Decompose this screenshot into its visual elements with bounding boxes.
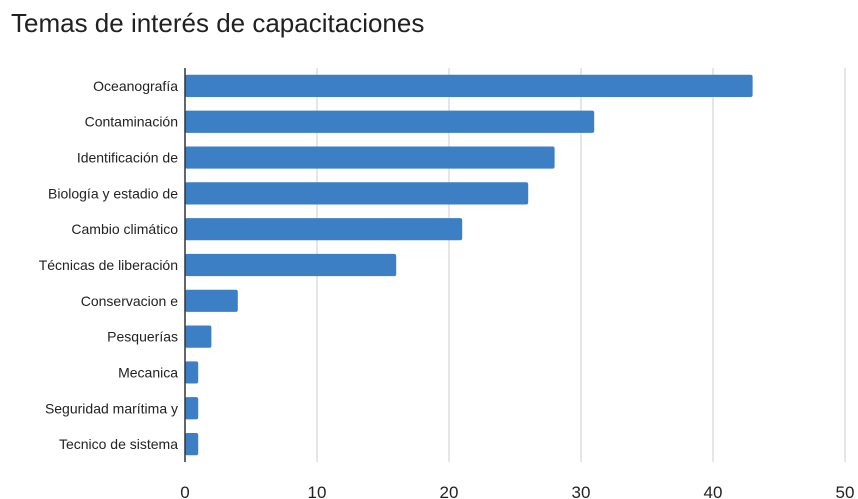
bars (185, 74, 753, 456)
gridlines (316, 68, 846, 462)
x-tick-label: 50 (836, 483, 855, 499)
category-label: Tecnico de sistema (59, 436, 178, 452)
x-tick-label: 30 (572, 483, 591, 499)
category-label: Oceanografía (93, 78, 178, 94)
bar (185, 182, 529, 205)
category-label: Técnicas de liberación (39, 257, 178, 273)
category-label: Pesquerías (107, 329, 178, 345)
category-label: Biología y estadio de (48, 185, 178, 201)
bar (185, 361, 199, 384)
bar (185, 397, 199, 420)
bar (185, 74, 753, 98)
bar (185, 253, 397, 277)
bar (185, 289, 238, 312)
bar (185, 110, 595, 133)
category-label: Mecanica (118, 364, 178, 380)
category-label: Seguridad marítima y (45, 400, 178, 416)
category-label: Contaminación (85, 114, 178, 130)
category-label: Identificación de (77, 150, 178, 166)
x-tick-label: 20 (440, 483, 459, 499)
bar (185, 146, 555, 169)
category-labels: Oceanografía Contaminación Identificación … (39, 78, 179, 452)
x-tick-label: 40 (704, 483, 723, 499)
chart-title: Temas de interés de capacitaciones (11, 8, 425, 38)
x-tick-label: 0 (180, 483, 189, 499)
x-tick-labels: 0 10 20 30 40 50 (180, 483, 854, 499)
bar (185, 432, 199, 456)
category-label: Cambio climático (71, 221, 178, 237)
x-tick-label: 10 (308, 483, 327, 499)
category-label: Conservacion e (81, 293, 178, 309)
bar (185, 218, 463, 241)
bar (185, 325, 212, 348)
